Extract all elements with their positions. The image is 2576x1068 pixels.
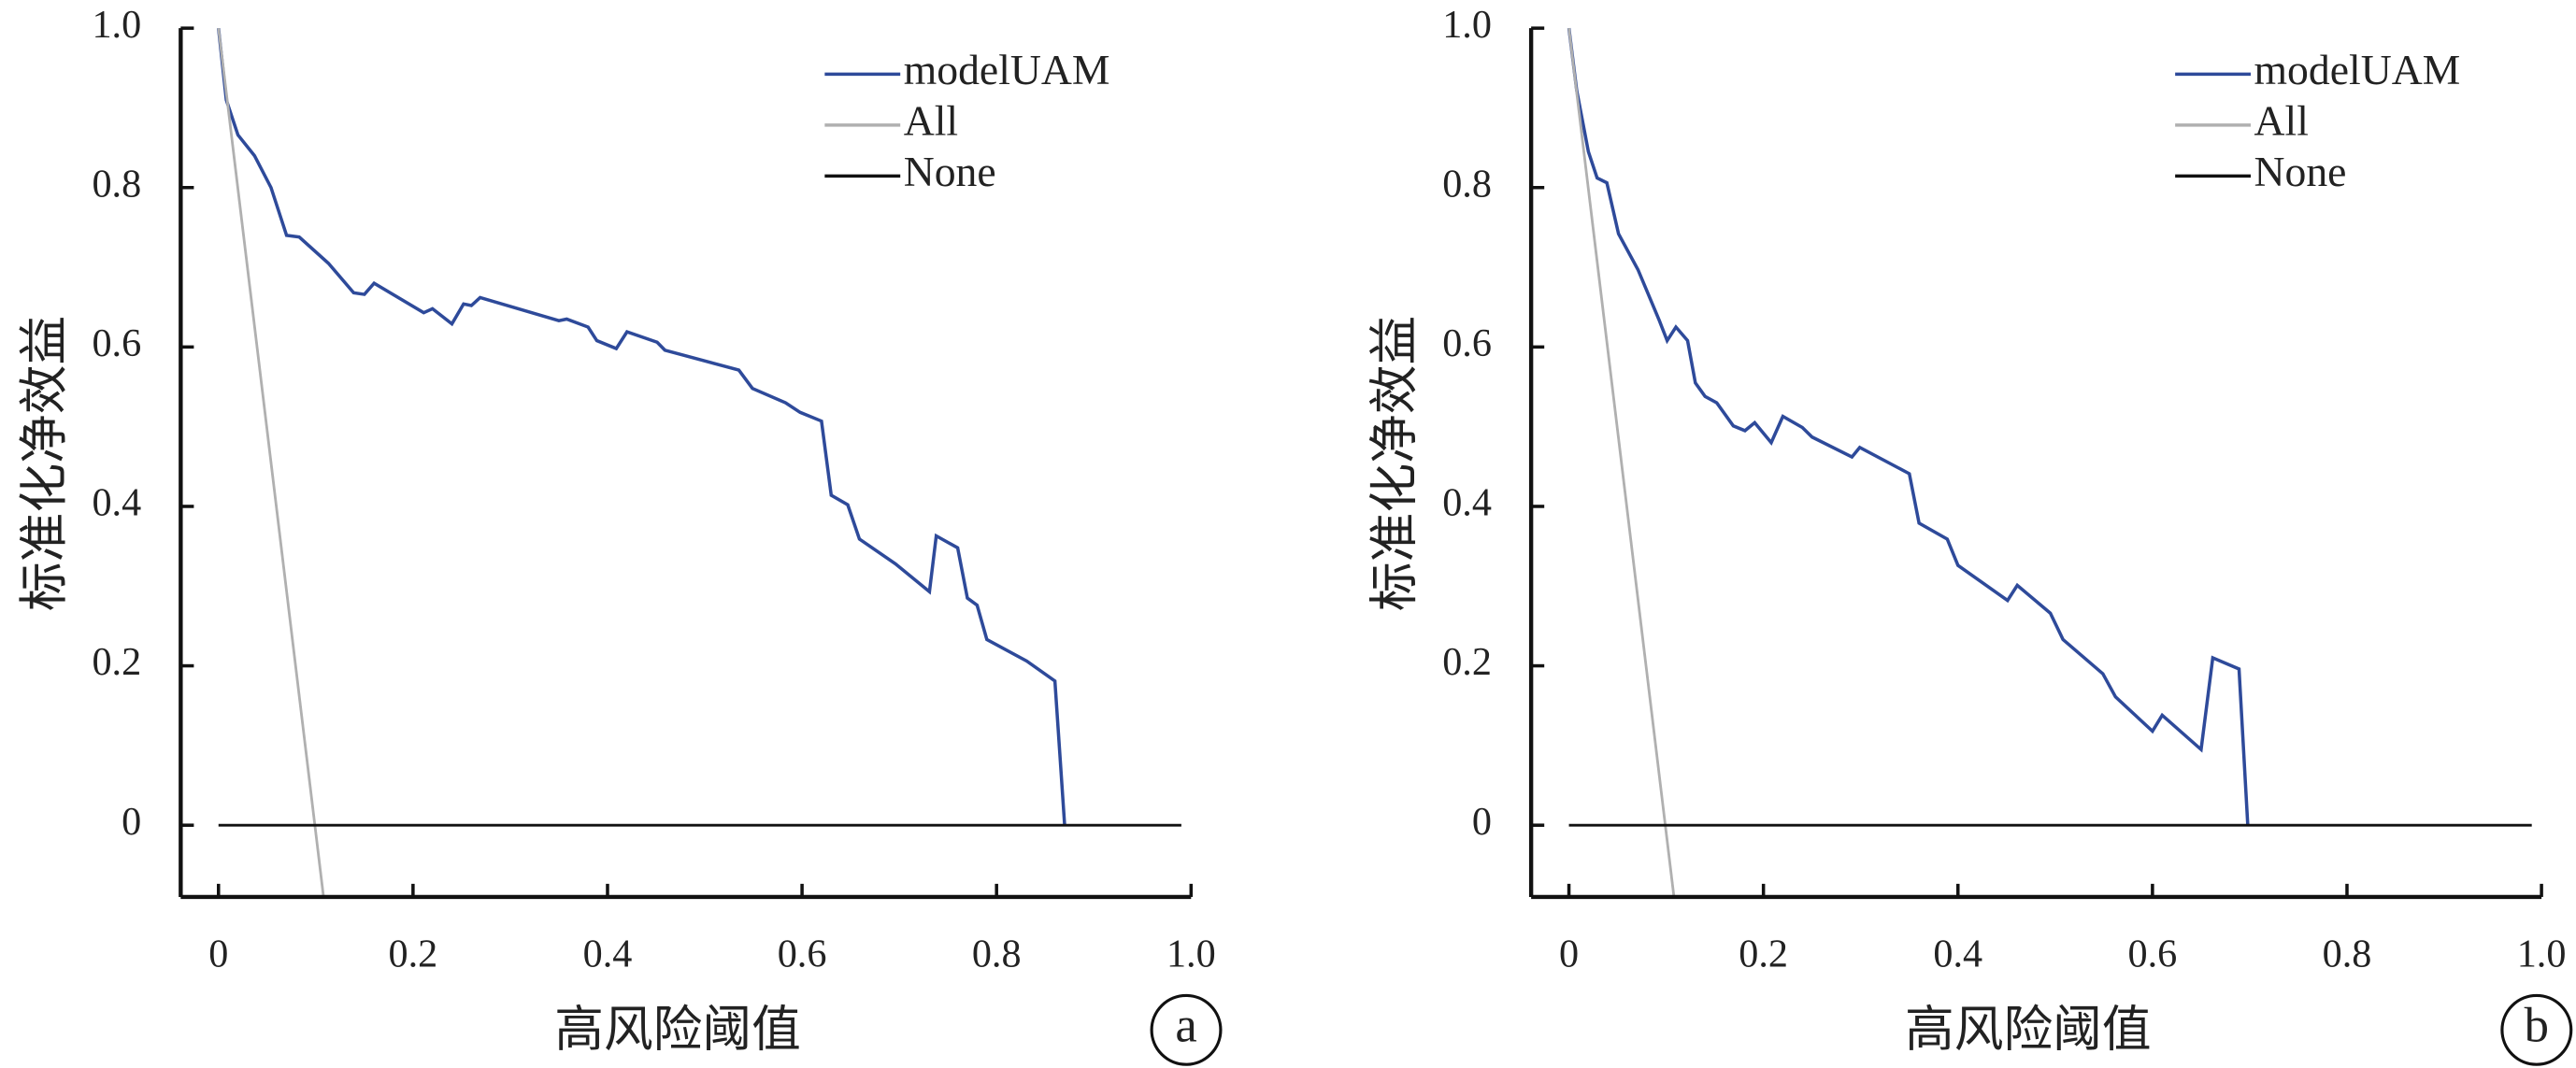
y-tick-label: 0 [1472,800,1492,844]
y-tick-label: 0.2 [1442,640,1492,684]
y-tick-label: 1.0 [1442,3,1492,47]
panel-label: a [1175,998,1196,1052]
series-line [217,27,1066,826]
x-axis-label: 高风险阈值 [554,1004,801,1058]
legend-label: modelUAM [904,46,1110,93]
legend-label: All [904,96,958,144]
y-tick-label: 0.4 [92,481,141,525]
legend-label: modelUAM [2254,46,2460,93]
x-tick-label: 0.4 [1933,933,1982,976]
x-tick-label: 0.6 [778,933,827,976]
x-tick-label: 0 [208,933,228,976]
x-tick-label: 0.8 [972,933,1022,976]
x-tick-label: 0 [1559,933,1579,976]
legend-label: None [904,148,996,195]
x-tick-label: 0.4 [583,933,633,976]
y-tick-label: 0.6 [92,321,141,365]
x-tick-label: 0.8 [2323,933,2372,976]
y-axis-label: 标准化净效益 [1368,316,1423,611]
chart-panel: 0 0.2 0.4 0.6 0.8 1.0 0 0.2 0.4 0.6 0.8 1.0 高风险阈值 标准化… [18,3,1223,1066]
panel-label: b [2525,998,2549,1052]
panel-circle [1150,993,1223,1066]
x-axis-label: 高风险阈值 [1905,1004,2152,1058]
y-tick-label: 0.8 [1442,162,1492,206]
y-axis-label: 标准化净效益 [18,316,72,611]
series-line [1567,27,2250,826]
x-tick-label: 0.2 [1739,933,1788,976]
y-tick-label: 0 [122,800,141,844]
panel-circle [2500,993,2573,1066]
chart-panel: 0 0.2 0.4 0.6 0.8 1.0 0 0.2 0.4 0.6 0.8 1.0 高风险阈值 标准化… [1368,3,2573,1066]
x-tick-label: 0.2 [389,933,438,976]
x-tick-label: 0.6 [2128,933,2178,976]
x-tick-label: 1.0 [1166,933,1216,976]
y-tick-label: 0.4 [1442,481,1492,525]
y-tick-label: 0.2 [92,640,141,684]
x-tick-label: 1.0 [2517,933,2567,976]
series-line [217,27,325,897]
y-tick-label: 1.0 [92,3,141,47]
y-tick-label: 0.6 [1442,321,1492,365]
series-line [1567,27,1676,897]
legend-label: All [2254,96,2308,144]
legend-label: None [2254,148,2346,195]
y-tick-label: 0.8 [92,162,141,206]
